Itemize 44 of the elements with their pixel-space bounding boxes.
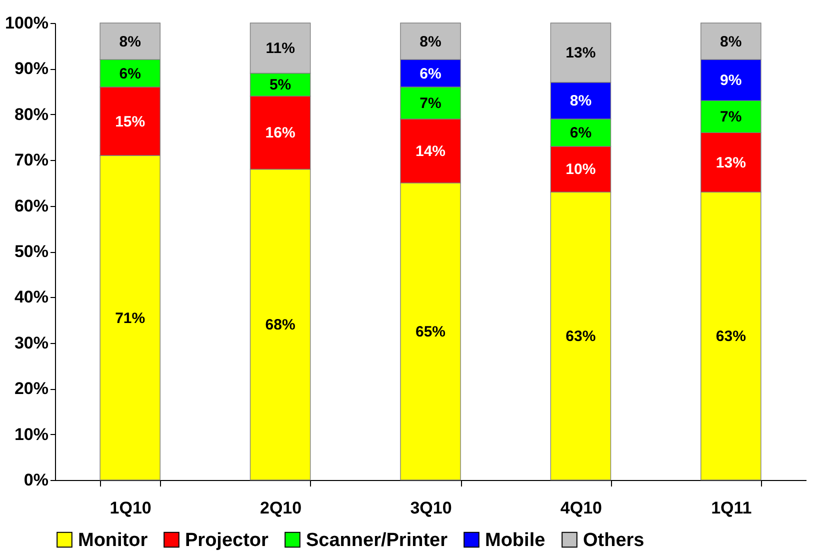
data-label: 16% [265, 124, 296, 142]
data-label: 9% [720, 72, 742, 90]
x-tick-label: 2Q10 [260, 498, 302, 518]
data-label: 13% [566, 44, 596, 62]
legend-label: Others [583, 530, 644, 551]
data-label: 71% [115, 310, 146, 327]
y-tick-label: 100% [5, 14, 48, 32]
y-tick-label: 0% [24, 470, 48, 490]
data-label: 63% [716, 328, 746, 346]
data-label: 8% [119, 33, 141, 50]
legend-label: Scanner/Printer [306, 530, 448, 551]
y-tick-label: 20% [14, 379, 48, 398]
x-tick-label: 1Q10 [110, 498, 152, 518]
data-label: 8% [570, 92, 592, 110]
data-label: 14% [415, 142, 446, 160]
data-label: 8% [420, 33, 442, 50]
x-tick-label: 3Q10 [410, 498, 452, 518]
data-label: 10% [566, 161, 596, 178]
y-tick-label: 10% [14, 424, 48, 444]
data-label: 63% [566, 328, 596, 346]
legend-label: Monitor [78, 530, 148, 551]
y-tick-label: 40% [14, 288, 48, 307]
y-tick-label: 70% [14, 150, 48, 170]
y-tick-label: 30% [14, 333, 48, 352]
data-label: 13% [716, 154, 746, 172]
x-tick-label: 1Q11 [711, 498, 752, 518]
y-tick-label: 60% [14, 196, 48, 216]
y-tick-label: 80% [14, 104, 48, 124]
data-label: 68% [265, 316, 296, 334]
y-tick-label: 90% [14, 59, 48, 78]
x-tick-label: 4Q10 [560, 498, 602, 518]
data-label: 7% [420, 94, 442, 112]
data-label: 8% [720, 33, 742, 50]
data-label: 5% [269, 76, 292, 94]
data-label: 6% [570, 124, 592, 142]
data-label: 6% [119, 65, 141, 82]
data-label: 7% [720, 108, 742, 126]
data-label: 65% [415, 323, 446, 340]
y-tick-label: 50% [14, 242, 48, 261]
data-label: 11% [266, 40, 295, 58]
legend-label: Mobile [485, 530, 546, 551]
data-label: 15% [115, 113, 146, 130]
legend-label: Projector [185, 530, 270, 551]
data-label: 6% [420, 65, 442, 82]
